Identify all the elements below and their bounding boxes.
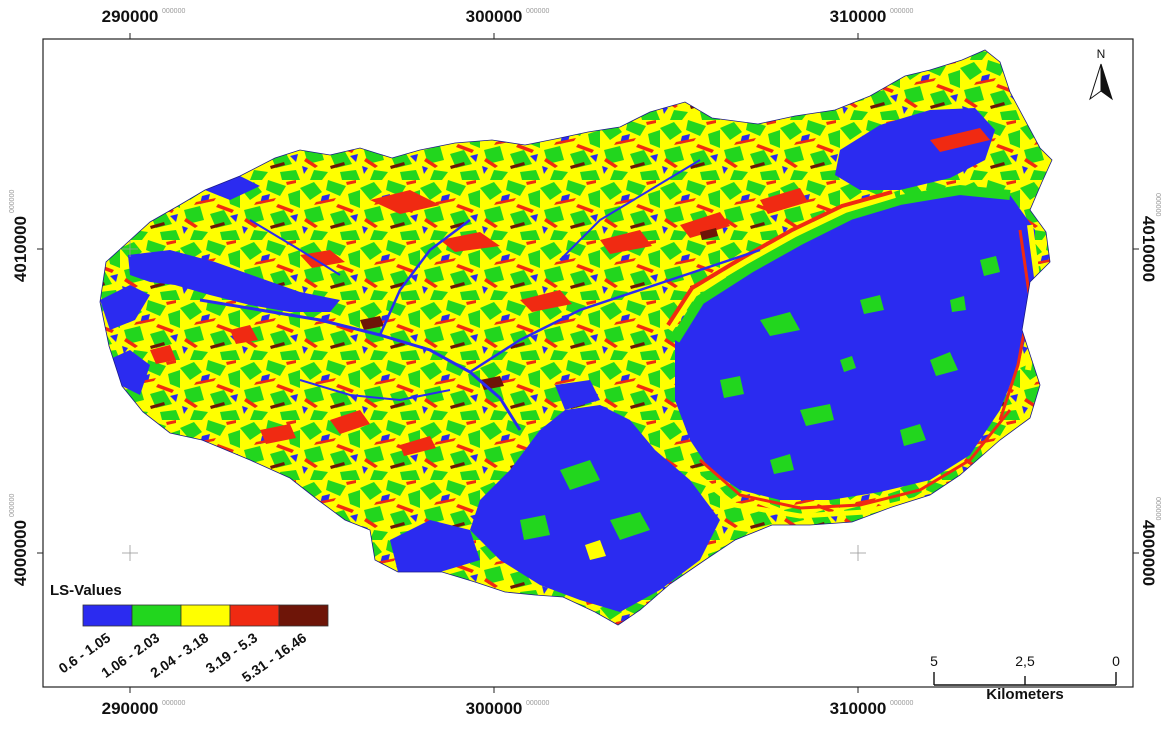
scale-tick-label-1: 5 (930, 653, 938, 669)
top-x-label-1: 290000 (102, 7, 159, 26)
legend-swatch-5 (278, 604, 329, 627)
scale-bar: 5 2,5 0 Kilometers (930, 653, 1120, 703)
legend-swatch-3 (180, 604, 231, 627)
north-letter: N (1097, 47, 1106, 61)
western-valley (128, 250, 340, 312)
right-y-label-1: 4010000 (1139, 216, 1158, 282)
bottom-x-suffix-2: 000000 (526, 700, 549, 707)
scale-tick-label-2: 2,5 (1015, 653, 1035, 669)
bottom-x-label-3: 310000 (830, 699, 887, 718)
right-y-axis: 4010000 000000 4000000 000000 (1133, 193, 1161, 586)
top-x-label-2: 300000 (466, 7, 523, 26)
right-y-suffix-1: 000000 (1154, 193, 1161, 216)
legend-swatch-1 (82, 604, 133, 627)
left-y-label-2: 4000000 (11, 520, 30, 586)
left-y-suffix-2: 000000 (9, 494, 16, 517)
top-x-label-3: 310000 (830, 7, 887, 26)
north-arrow-icon: N (1089, 47, 1113, 101)
scale-unit-label: Kilometers (986, 686, 1064, 703)
eastern-plain (675, 190, 1035, 500)
bottom-x-suffix-1: 000000 (162, 700, 185, 707)
bottom-x-axis: 290000 000000 300000 000000 310000 00000… (102, 687, 913, 718)
top-x-suffix-2: 000000 (526, 8, 549, 15)
bottom-x-suffix-3: 000000 (890, 700, 913, 707)
top-x-axis: 290000 000000 300000 000000 310000 00000… (102, 7, 913, 39)
grid-crosses (122, 241, 866, 561)
legend-swatch-4 (229, 604, 280, 627)
left-y-axis: 4010000 000000 4000000 000000 (9, 190, 43, 586)
top-x-suffix-1: 000000 (162, 8, 185, 15)
scale-tick-label-3: 0 (1112, 653, 1120, 669)
top-x-suffix-3: 000000 (890, 8, 913, 15)
bottom-x-label-2: 300000 (466, 699, 523, 718)
legend-swatch-2 (131, 604, 182, 627)
legend-title: LS-Values (50, 582, 122, 599)
right-y-suffix-2: 000000 (1154, 497, 1161, 520)
southern-valley (470, 405, 720, 612)
bottom-x-label-1: 290000 (102, 699, 159, 718)
right-y-label-2: 4000000 (1139, 520, 1158, 586)
left-y-label-1: 4010000 (11, 216, 30, 282)
left-y-suffix-1: 000000 (9, 190, 16, 213)
